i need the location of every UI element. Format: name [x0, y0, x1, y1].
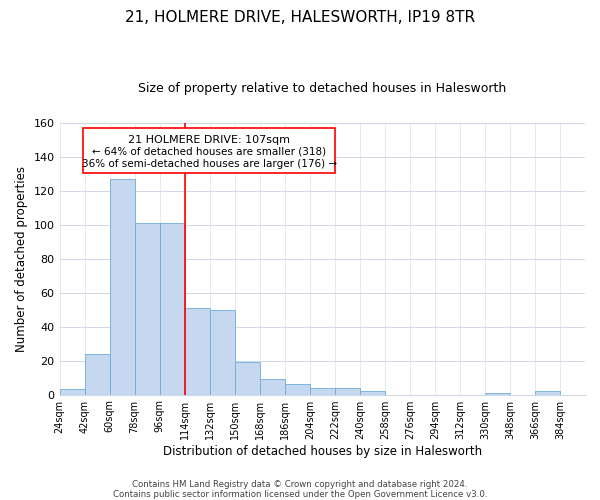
Title: Size of property relative to detached houses in Halesworth: Size of property relative to detached ho… [138, 82, 506, 96]
Text: 36% of semi-detached houses are larger (176) →: 36% of semi-detached houses are larger (… [82, 159, 337, 169]
Bar [160, 223, 185, 394]
Text: 21, HOLMERE DRIVE, HALESWORTH, IP19 8TR: 21, HOLMERE DRIVE, HALESWORTH, IP19 8TR [125, 10, 475, 25]
Bar [59, 390, 85, 394]
Bar [285, 384, 310, 394]
Text: Contains HM Land Registry data © Crown copyright and database right 2024.: Contains HM Land Registry data © Crown c… [132, 480, 468, 489]
Bar [260, 380, 285, 394]
Bar [85, 354, 110, 395]
Bar [134, 223, 160, 394]
Bar [110, 179, 134, 394]
X-axis label: Distribution of detached houses by size in Halesworth: Distribution of detached houses by size … [163, 444, 482, 458]
Bar [310, 388, 335, 394]
Text: ← 64% of detached houses are smaller (318): ← 64% of detached houses are smaller (31… [92, 147, 326, 157]
Bar [360, 391, 385, 394]
Bar [185, 308, 209, 394]
Y-axis label: Number of detached properties: Number of detached properties [15, 166, 28, 352]
Bar [235, 362, 260, 394]
FancyBboxPatch shape [83, 128, 335, 174]
Text: Contains public sector information licensed under the Open Government Licence v3: Contains public sector information licen… [113, 490, 487, 499]
Bar [209, 310, 235, 394]
Bar [535, 391, 560, 394]
Text: 21 HOLMERE DRIVE: 107sqm: 21 HOLMERE DRIVE: 107sqm [128, 136, 290, 145]
Bar [485, 393, 510, 394]
Bar [335, 388, 360, 394]
